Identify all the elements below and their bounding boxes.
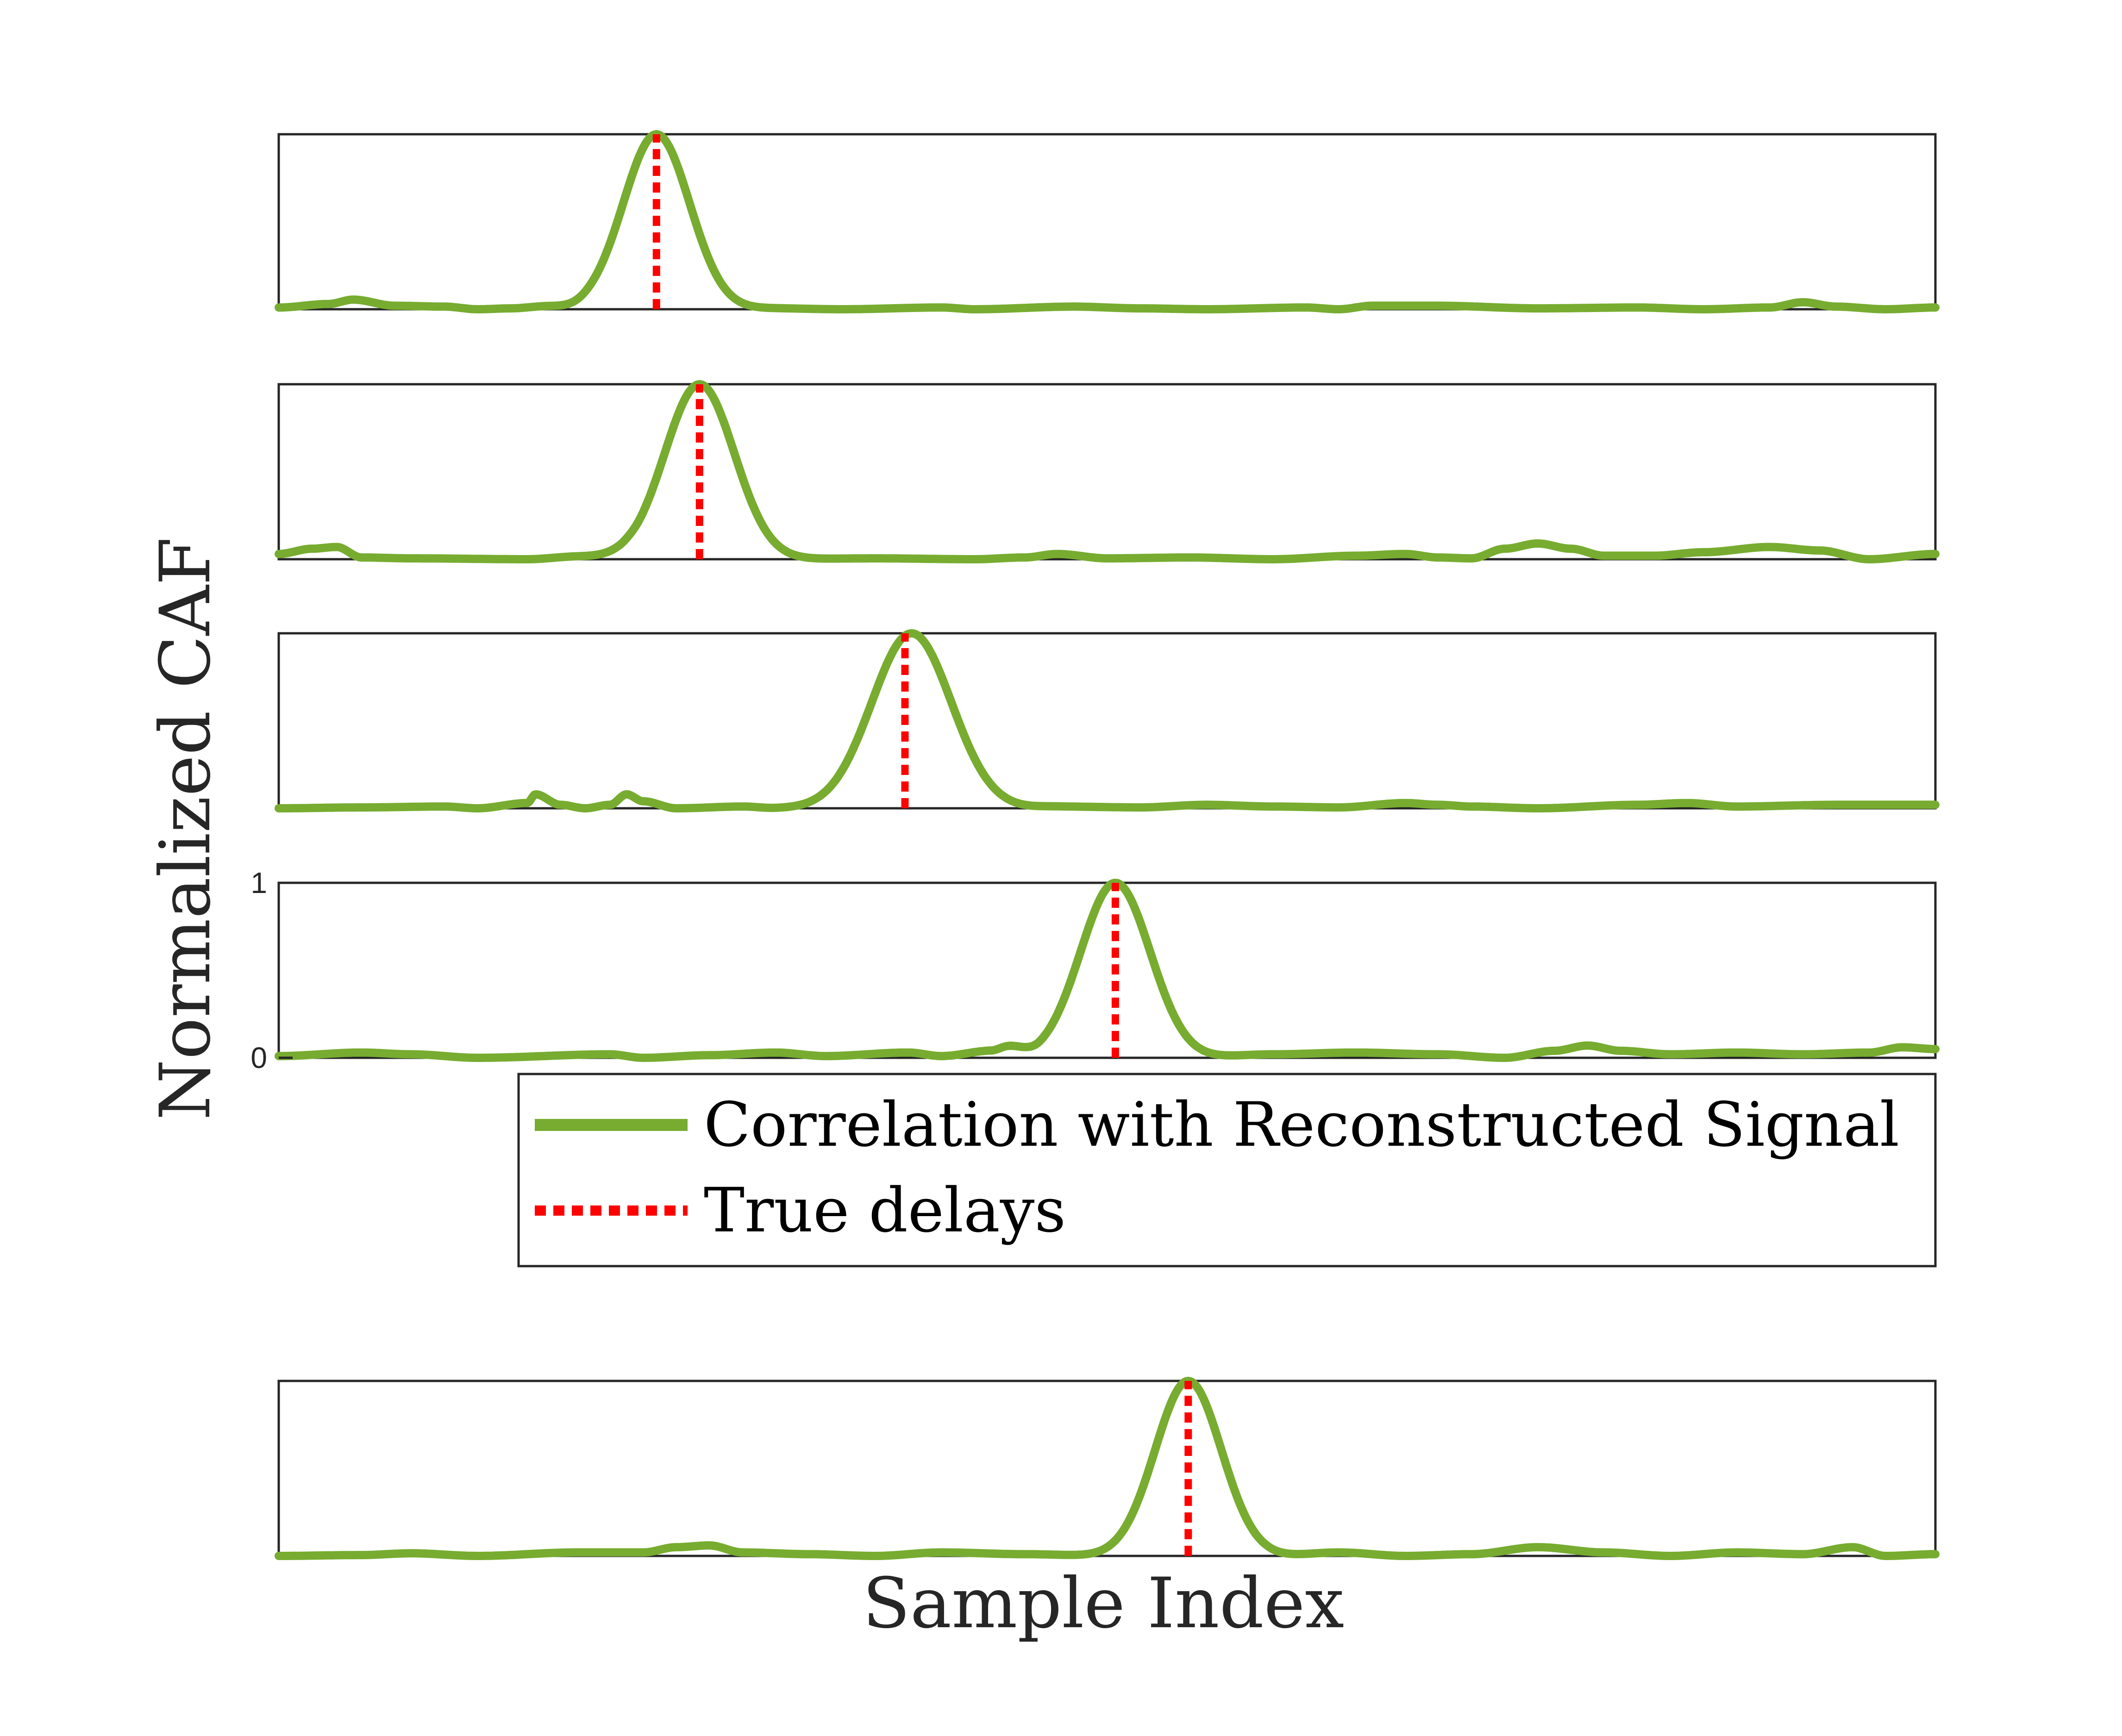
subplot-2-correlation-line — [275, 380, 1940, 563]
subplot-4-ytick-label-1: 1 — [250, 866, 267, 899]
subplot-4-axes-box — [277, 881, 1937, 1059]
subplot-stack: 01 — [250, 130, 1940, 1560]
y-axis-label: Normalized CAF — [145, 537, 226, 1120]
subplot-5 — [275, 1377, 1940, 1560]
subplot-4-ytick-label-0: 0 — [250, 1041, 267, 1074]
legend-label-true-delays: True delays — [704, 1175, 1066, 1246]
subplot-3-axes-box — [277, 632, 1937, 810]
legend: Correlation with Reconstructed Signal Tr… — [517, 1073, 1937, 1268]
subplot-1-correlation-line — [275, 130, 1940, 313]
subplot-3-correlation-line — [275, 629, 1940, 812]
subplot-1-axes-box — [277, 133, 1937, 311]
subplot-1 — [275, 130, 1940, 313]
legend-box — [517, 1073, 1937, 1268]
subplot-5-axes-box — [277, 1380, 1937, 1557]
legend-label-correlation: Correlation with Reconstructed Signal — [704, 1089, 1899, 1161]
subplot-4: 01 — [250, 866, 1940, 1074]
subplot-2 — [275, 380, 1940, 563]
x-axis-label: Sample Index — [863, 1563, 1344, 1644]
subplot-5-correlation-line — [275, 1377, 1940, 1560]
subplot-3 — [275, 629, 1940, 812]
subplot-2-axes-box — [277, 383, 1937, 561]
subplot-4-correlation-line — [275, 879, 1940, 1062]
